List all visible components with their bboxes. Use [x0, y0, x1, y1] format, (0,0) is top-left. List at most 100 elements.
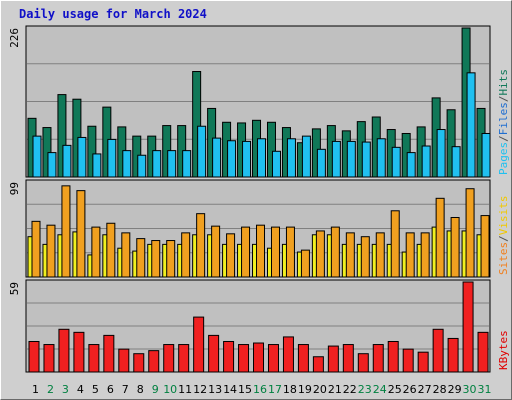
visits_sites-max-label: 99 [8, 182, 21, 195]
day-label-6: 6 [107, 383, 114, 396]
day-label-26: 26 [403, 383, 417, 396]
visits_sites-bar-visits [405, 232, 415, 278]
day-label-21: 21 [328, 383, 342, 396]
day-label-11: 11 [178, 383, 192, 396]
visits_sites-bar-visits [211, 225, 221, 278]
day-label-12: 12 [193, 383, 207, 396]
visits_sites-bar-visits [121, 232, 131, 278]
visits_sites-bar-visits [390, 210, 400, 278]
hits_pages_files-legend-item: Files [497, 102, 510, 135]
hits_pages_files-bar-files [316, 148, 326, 178]
visits_sites-bar-visits [315, 230, 325, 278]
kbytes-max-label: 59 [8, 282, 21, 295]
hits_pages_files-legend: Pages/Files/Hits [497, 69, 510, 175]
hits_pages_files-bar-files [32, 135, 42, 178]
visits_sites-bar-visits [300, 249, 310, 278]
hits_pages_files-bar-files [391, 146, 401, 178]
visits_sites-bar-visits [465, 188, 475, 278]
kbytes-bar-kbytes [43, 344, 55, 373]
visits_sites-bar-visits [91, 226, 101, 278]
day-label-19: 19 [298, 383, 312, 396]
visits_sites-bar-visits [345, 232, 355, 278]
kbytes-bar-kbytes [58, 328, 70, 373]
kbytes-bar-kbytes [118, 348, 130, 373]
hits_pages_files-bar-hits [266, 121, 276, 178]
visits_sites-legend: Sites/Visits [497, 196, 510, 276]
visits_sites-legend-item: Visits [497, 196, 510, 236]
kbytes-bar-kbytes [267, 344, 279, 373]
hits_pages_files-bar-files [197, 125, 207, 178]
day-label-23: 23 [358, 383, 372, 396]
kbytes-bar-kbytes [477, 331, 489, 373]
kbytes-bar-kbytes [223, 340, 235, 373]
hits_pages_files-bar-hits [192, 71, 202, 178]
hits_pages_files-max-label: 226 [8, 28, 21, 48]
hits_pages_files-bar-files [421, 145, 431, 178]
hits_pages_files-bar-files [286, 138, 296, 178]
kbytes-bar-kbytes [103, 334, 115, 373]
day-label-28: 28 [433, 383, 447, 396]
hits_pages_files-bar-files [137, 154, 147, 178]
kbytes-bar-kbytes [238, 344, 250, 373]
visits_sites-bar-visits [151, 240, 161, 278]
day-label-10: 10 [163, 383, 177, 396]
kbytes-bar-kbytes [357, 353, 369, 373]
day-label-15: 15 [238, 383, 252, 396]
kbytes-legend-item: KBytes [497, 330, 510, 370]
kbytes-bar-kbytes [163, 344, 175, 373]
day-label-8: 8 [137, 383, 144, 396]
hits_pages_files-bar-hits [57, 94, 67, 178]
visits_sites-bar-visits [226, 233, 236, 278]
kbytes-bar-kbytes [28, 340, 40, 373]
visits_sites-bar-visits [196, 213, 206, 278]
hits_pages_files-bar-files [257, 138, 267, 178]
hits_pages_files-bar-files [152, 150, 162, 178]
day-label-3: 3 [62, 383, 69, 396]
kbytes-bar-kbytes [447, 337, 459, 373]
kbytes-bar-kbytes [253, 342, 265, 373]
hits_pages_files-bar-files [182, 150, 192, 178]
kbytes-legend: KBytes [497, 330, 510, 370]
hits_pages_files-legend-item: Pages [497, 142, 510, 175]
visits_sites-bar-visits [76, 190, 86, 278]
hits_pages_files-bar-files [436, 129, 446, 178]
hits_pages_files-legend-item: / [497, 135, 510, 142]
kbytes-bar-kbytes [342, 344, 354, 373]
day-label-27: 27 [418, 383, 432, 396]
visits_sites-bar-visits [375, 232, 385, 278]
day-label-16: 16 [253, 383, 267, 396]
day-label-1: 1 [32, 383, 39, 396]
visits_sites-bar-visits [61, 185, 71, 278]
hits_pages_files-bar-files [47, 152, 57, 178]
hits_pages_files-bar-files [167, 150, 177, 178]
day-label-24: 24 [373, 383, 387, 396]
day-label-5: 5 [92, 383, 99, 396]
hits_pages_files-bar-files [77, 136, 87, 178]
kbytes-bar-kbytes [88, 344, 100, 373]
kbytes-bar-kbytes [133, 353, 145, 373]
hits_pages_files-bar-files [242, 140, 252, 178]
hits_pages_files-bar-files [451, 146, 461, 178]
visits_sites-bar-visits [360, 236, 370, 278]
kbytes-bar-kbytes [432, 328, 444, 373]
kbytes-bar-kbytes [282, 336, 294, 373]
hits_pages_files-bar-files [406, 152, 416, 178]
hits_pages_files-bar-files [361, 141, 371, 178]
visits_sites-bar-visits [435, 197, 445, 278]
day-label-30: 30 [463, 383, 477, 396]
hits_pages_files-bar-files [212, 137, 222, 178]
hits_pages_files-legend-item: Hits [497, 69, 510, 96]
hits_pages_files-bar-files [331, 140, 341, 178]
hits_pages_files-bar-files [466, 72, 476, 178]
hits_pages_files-bar-files [227, 140, 237, 178]
kbytes-bar-kbytes [462, 281, 474, 373]
visits_sites-bar-visits [241, 226, 251, 278]
visits_sites-bar-visits [181, 232, 191, 278]
kbytes-bar-kbytes [387, 340, 399, 373]
day-label-17: 17 [268, 383, 282, 396]
hits_pages_files-bar-files [62, 144, 72, 178]
hits_pages_files-bar-files [301, 135, 311, 178]
kbytes-bar-kbytes [327, 345, 339, 373]
visits_sites-bar-visits [480, 215, 490, 278]
